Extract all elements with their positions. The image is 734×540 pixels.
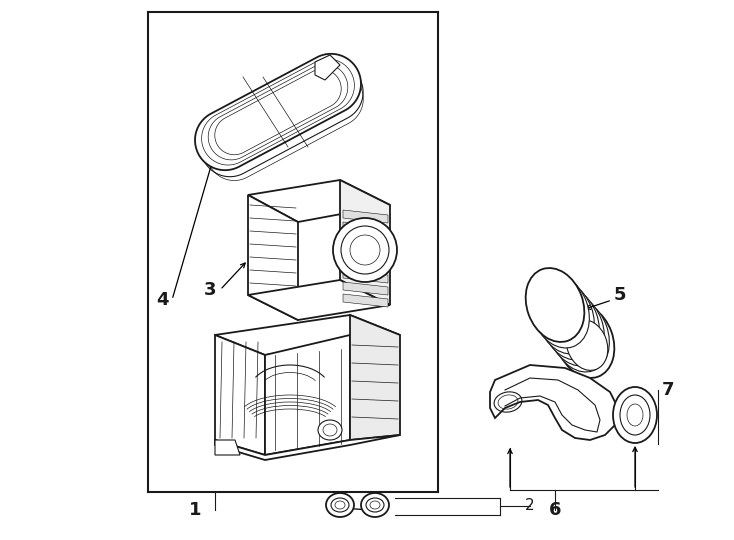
Polygon shape — [215, 69, 341, 155]
Ellipse shape — [620, 395, 650, 435]
Polygon shape — [248, 180, 390, 222]
Polygon shape — [343, 258, 388, 271]
Text: 6: 6 — [549, 501, 562, 519]
Ellipse shape — [613, 387, 657, 443]
Text: 4: 4 — [156, 291, 168, 309]
Ellipse shape — [370, 501, 380, 509]
Polygon shape — [343, 270, 388, 283]
Ellipse shape — [627, 404, 643, 426]
Text: 3: 3 — [204, 281, 217, 299]
Polygon shape — [343, 246, 388, 259]
Ellipse shape — [323, 424, 337, 436]
Ellipse shape — [326, 493, 354, 517]
Ellipse shape — [331, 498, 349, 512]
Polygon shape — [343, 282, 388, 295]
Ellipse shape — [366, 498, 384, 512]
Ellipse shape — [526, 268, 584, 342]
Ellipse shape — [318, 420, 342, 440]
Text: 1: 1 — [189, 501, 201, 519]
Polygon shape — [315, 55, 340, 80]
Ellipse shape — [556, 304, 614, 378]
Polygon shape — [343, 234, 388, 247]
Polygon shape — [340, 180, 390, 305]
Polygon shape — [215, 440, 240, 455]
Ellipse shape — [335, 501, 345, 509]
Polygon shape — [248, 280, 390, 320]
Polygon shape — [265, 335, 350, 455]
Ellipse shape — [361, 493, 389, 517]
Ellipse shape — [350, 235, 380, 265]
Text: 5: 5 — [614, 286, 626, 304]
Polygon shape — [215, 335, 265, 455]
Ellipse shape — [541, 286, 600, 360]
Polygon shape — [215, 315, 400, 355]
Polygon shape — [490, 365, 618, 440]
Polygon shape — [350, 315, 400, 440]
Polygon shape — [343, 210, 388, 223]
Text: 2: 2 — [526, 498, 535, 514]
Polygon shape — [343, 222, 388, 235]
Ellipse shape — [566, 320, 608, 370]
Text: 7: 7 — [662, 381, 675, 399]
Ellipse shape — [536, 280, 595, 354]
Ellipse shape — [545, 292, 604, 366]
Ellipse shape — [333, 218, 397, 282]
Ellipse shape — [531, 274, 589, 348]
Ellipse shape — [550, 298, 609, 372]
Polygon shape — [202, 59, 355, 165]
Polygon shape — [248, 195, 298, 320]
Polygon shape — [195, 54, 361, 170]
Polygon shape — [208, 64, 348, 160]
Polygon shape — [215, 435, 400, 460]
Polygon shape — [343, 294, 388, 307]
Ellipse shape — [341, 226, 389, 274]
